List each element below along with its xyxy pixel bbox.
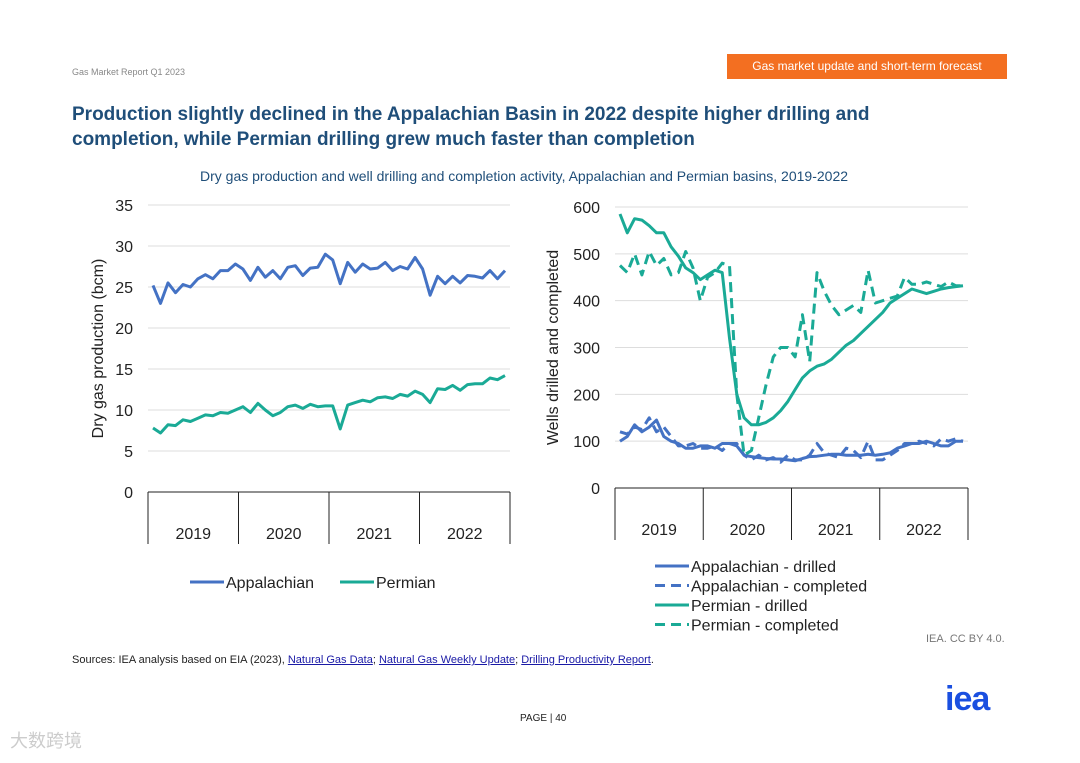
sources-prefix: Sources: IEA analysis based on EIA (2023… xyxy=(72,654,288,666)
iea-logo: iea xyxy=(945,680,990,718)
y-tick-label: 25 xyxy=(115,280,133,297)
y-tick-label: 500 xyxy=(573,247,600,264)
y-tick-label: 300 xyxy=(573,341,600,358)
page-number: PAGE | 40 xyxy=(520,713,567,724)
x-tick-label: 2019 xyxy=(641,522,677,539)
page-title: Production slightly declined in the Appa… xyxy=(72,104,870,150)
legend-label: Appalachian - completed xyxy=(691,579,867,596)
y-tick-label: 10 xyxy=(115,403,133,420)
link-weekly-update[interactable]: Natural Gas Weekly Update xyxy=(378,654,516,666)
x-tick-label: 2021 xyxy=(356,526,392,543)
x-tick-label: 2019 xyxy=(175,526,211,543)
legend-label: Appalachian xyxy=(226,575,314,592)
y-tick-label: 5 xyxy=(124,444,133,461)
section-badge: Gas market update and short-term forecas… xyxy=(727,54,1007,79)
sources: Sources: IEA analysis based on EIA (2023… xyxy=(72,654,654,666)
x-tick-label: 2020 xyxy=(266,526,302,543)
series-line-appalachian-completed xyxy=(619,416,964,464)
y-tick-label: 0 xyxy=(591,481,600,498)
watermark: 大数跨境 xyxy=(10,731,82,751)
legend-label: Permian - completed xyxy=(691,618,839,635)
x-tick-label: 2022 xyxy=(906,522,942,539)
series-line-permian-drilled xyxy=(618,213,964,427)
x-tick-label: 2022 xyxy=(447,526,483,543)
y-tick-label: 35 xyxy=(115,198,133,215)
y-tick-label: 30 xyxy=(115,239,133,256)
y-tick-label: 200 xyxy=(573,387,600,404)
series-line-permian xyxy=(152,374,506,435)
series-line-permian-completed xyxy=(618,250,963,457)
legend-label: Permian - drilled xyxy=(691,598,807,615)
y-tick-label: 20 xyxy=(115,321,133,338)
link-drilling-report[interactable]: Drilling Productivity Report xyxy=(521,654,651,666)
y-axis-label: Dry gas production (bcm) xyxy=(90,259,107,439)
y-tick-label: 100 xyxy=(573,434,600,451)
legend-label: Appalachian - drilled xyxy=(691,559,836,576)
legend-label: Permian xyxy=(376,575,436,592)
report-name: Gas Market Report Q1 2023 xyxy=(72,67,186,77)
y-axis-label: Wells drilled and completed xyxy=(545,250,562,445)
series-line-appalachian-drilled xyxy=(619,418,963,463)
y-tick-label: 15 xyxy=(115,362,133,379)
y-tick-label: 0 xyxy=(124,485,133,502)
y-tick-label: 400 xyxy=(573,294,600,311)
chart-subtitle: Dry gas production and well drilling and… xyxy=(200,168,849,184)
series-line-appalachian xyxy=(151,252,507,305)
y-tick-label: 600 xyxy=(573,200,600,217)
license-credit: IEA. CC BY 4.0. xyxy=(926,633,1005,645)
x-tick-label: 2021 xyxy=(818,522,854,539)
x-tick-label: 2020 xyxy=(730,522,766,539)
link-natural-gas-data[interactable]: Natural Gas Data xyxy=(287,654,373,666)
